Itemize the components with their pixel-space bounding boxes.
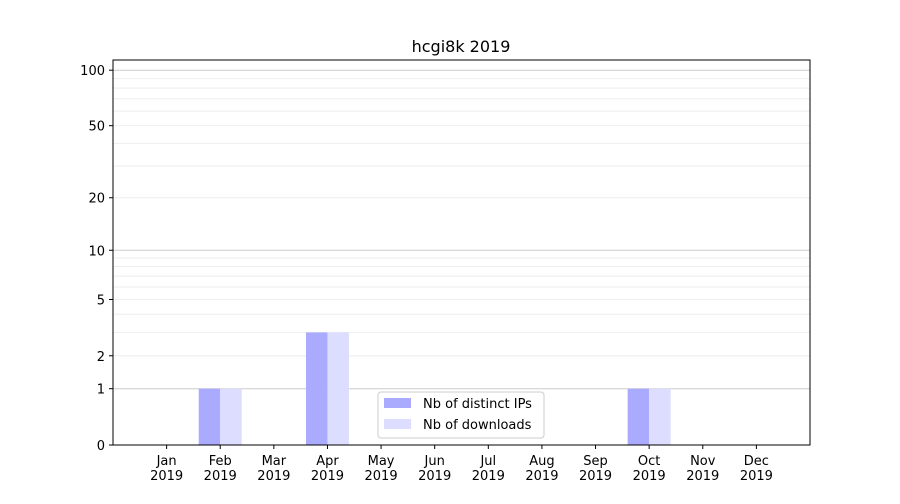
legend-label: Nb of distinct IPs bbox=[423, 397, 532, 412]
legend bbox=[377, 391, 545, 439]
x-tick-label: Oct 2019 bbox=[633, 454, 666, 484]
y-tick-label: 100 bbox=[80, 64, 105, 79]
y-tick-label: 2 bbox=[97, 350, 105, 365]
x-tick-label: Nov 2019 bbox=[686, 454, 719, 484]
bar-nb-of-distinct-ips bbox=[627, 388, 650, 445]
x-tick-label: Dec 2019 bbox=[740, 454, 773, 484]
x-tick-label: Jan 2019 bbox=[150, 454, 183, 484]
y-tick-label: 50 bbox=[88, 120, 105, 135]
legend-swatch bbox=[384, 419, 411, 429]
bar-nb-of-downloads bbox=[649, 388, 671, 445]
plot-frame bbox=[112, 59, 811, 446]
bar-nb-of-distinct-ips bbox=[198, 388, 221, 445]
x-tick-label: Sep 2019 bbox=[579, 454, 612, 484]
x-tick-label: Jun 2019 bbox=[418, 454, 451, 484]
y-tick-label: 20 bbox=[88, 192, 105, 207]
bar-nb-of-downloads bbox=[327, 332, 349, 445]
y-tick-label: 0 bbox=[97, 439, 105, 454]
x-tick-label: May 2019 bbox=[365, 454, 398, 484]
x-tick-label: Mar 2019 bbox=[257, 454, 290, 484]
y-tick-label: 10 bbox=[88, 244, 105, 259]
x-tick-label: Apr 2019 bbox=[311, 454, 344, 484]
bar-nb-of-distinct-ips bbox=[305, 332, 328, 445]
chart-title: hcgi8k 2019 bbox=[412, 37, 511, 56]
legend-swatch bbox=[384, 398, 411, 408]
x-tick-label: Aug 2019 bbox=[525, 454, 558, 484]
x-tick-label: Feb 2019 bbox=[204, 454, 237, 484]
y-tick-label: 1 bbox=[97, 383, 105, 398]
bar-nb-of-downloads bbox=[220, 388, 242, 445]
legend-label: Nb of downloads bbox=[423, 418, 532, 433]
x-tick-label: Jul 2019 bbox=[472, 454, 505, 484]
y-tick-label: 5 bbox=[97, 293, 105, 308]
